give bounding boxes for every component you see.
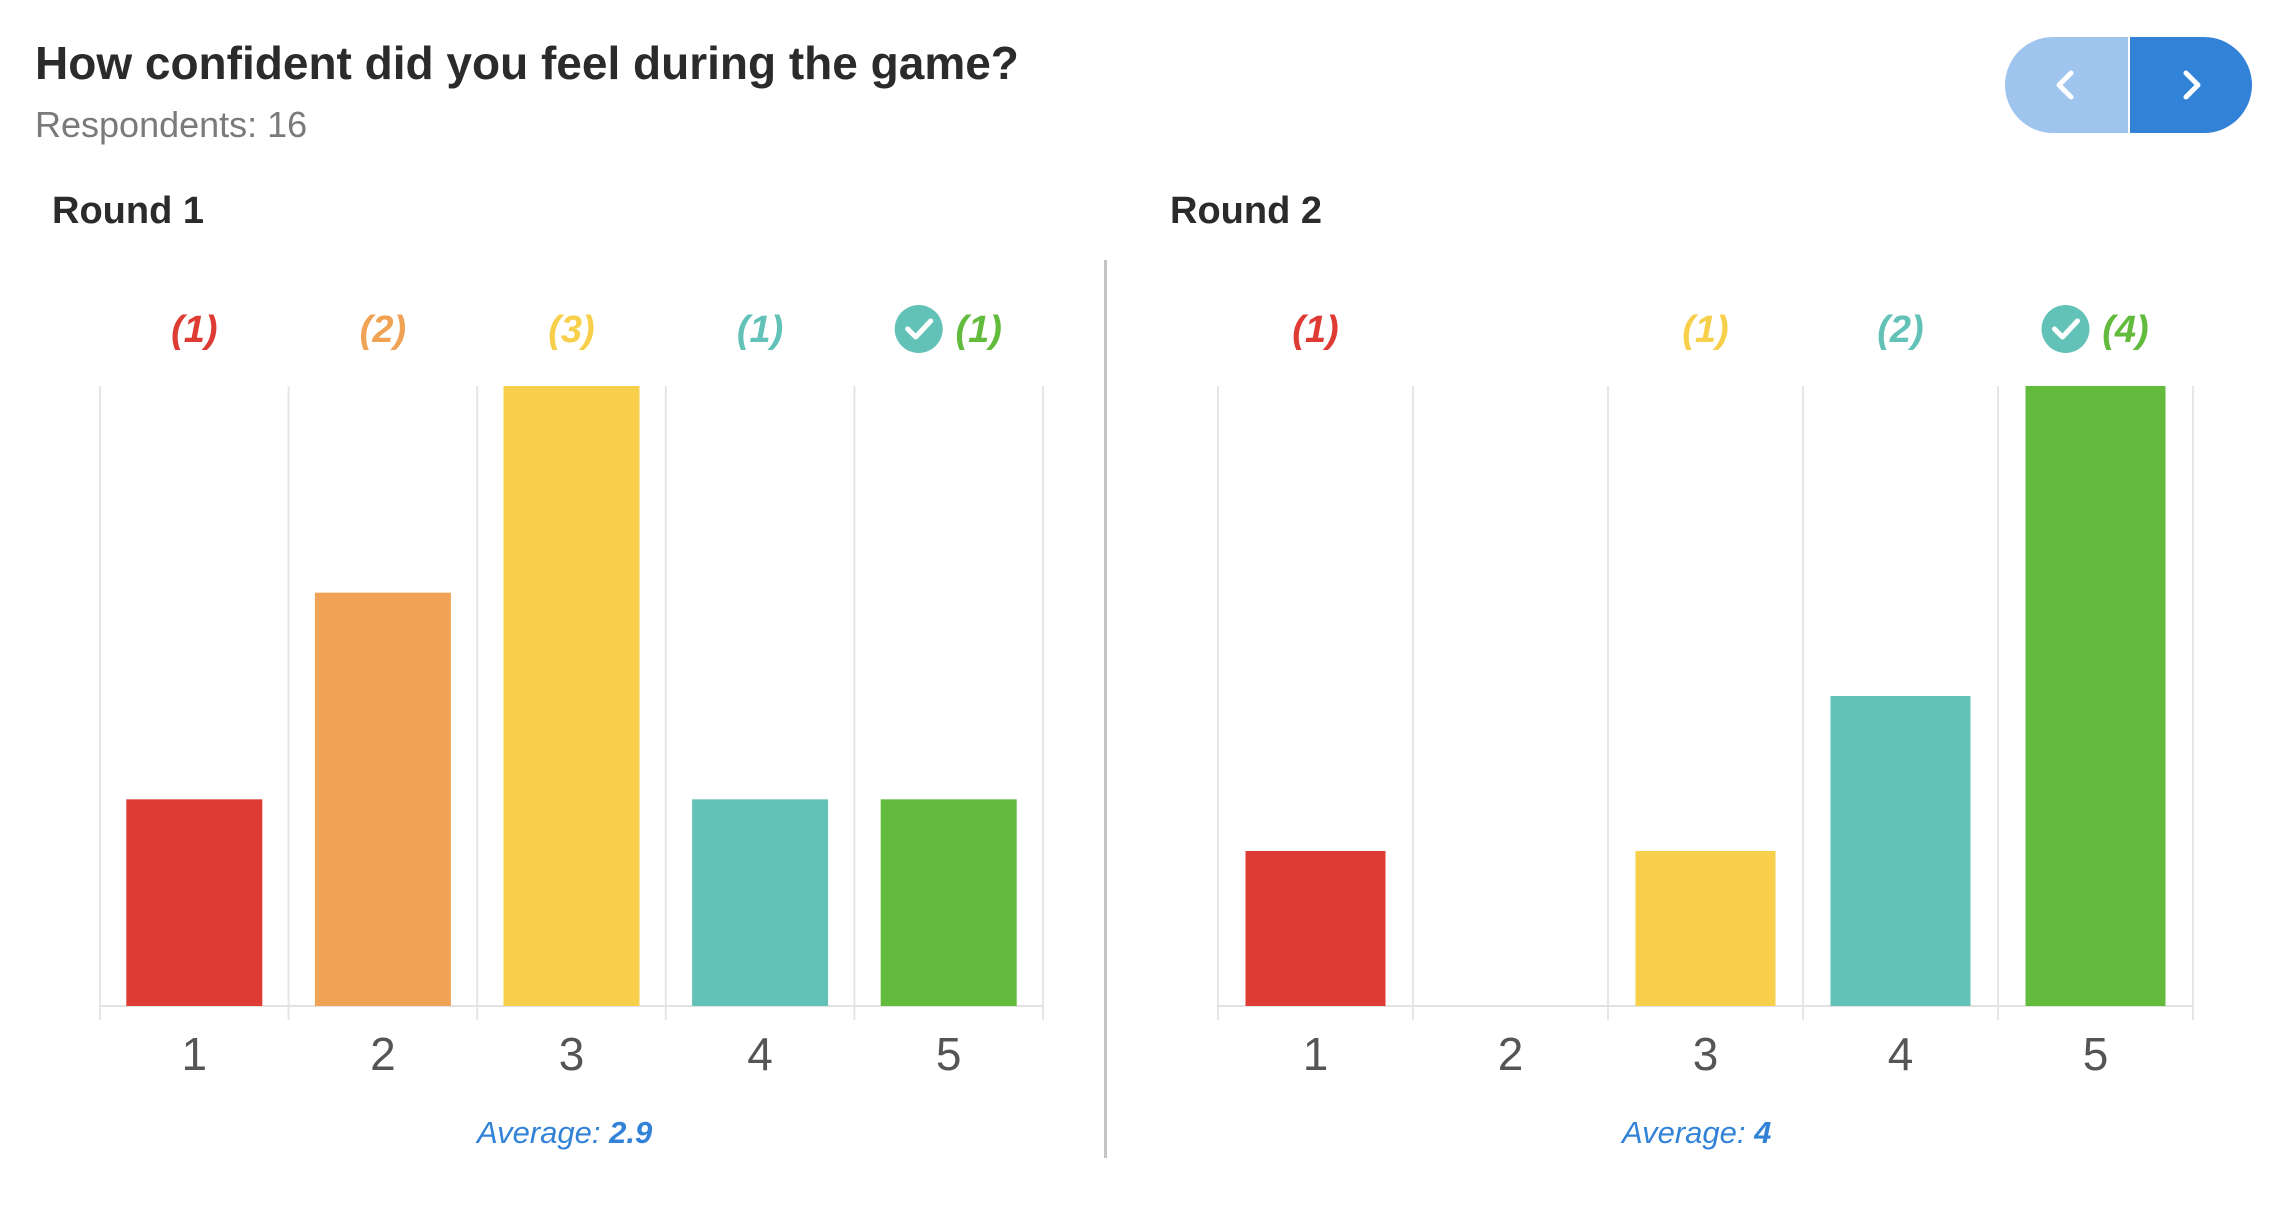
tick-label-2: 2 xyxy=(370,1028,396,1080)
average-value: 4 xyxy=(1754,1115,1772,1150)
bar-5 xyxy=(2025,386,2166,1006)
tick-label-1: 1 xyxy=(182,1028,208,1080)
tick-label-2: 2 xyxy=(1498,1028,1524,1080)
value-label-3: (3) xyxy=(548,309,594,351)
check-icon xyxy=(894,305,943,353)
tick-label-5: 5 xyxy=(936,1028,962,1080)
round-1-average: Average: 2.9 xyxy=(477,1115,652,1151)
question-title: How confident did you feel during the ga… xyxy=(35,37,1019,89)
respondents-count: Respondents: 16 xyxy=(35,104,308,145)
bar-5 xyxy=(880,799,1017,1006)
value-label-4: (1) xyxy=(737,309,783,351)
round-1-title: Round 1 xyxy=(52,190,204,232)
value-label-3: (1) xyxy=(1682,309,1728,351)
tick-label-3: 3 xyxy=(1693,1028,1719,1080)
rounds-divider xyxy=(1104,260,1107,1158)
value-label-1: (1) xyxy=(171,309,217,351)
average-label: Average: xyxy=(477,1115,601,1150)
value-label-2: (2) xyxy=(360,309,406,351)
bar-4 xyxy=(1830,696,1971,1006)
bar-1 xyxy=(126,799,263,1006)
value-label-5: (1) xyxy=(955,309,1001,351)
bar-4 xyxy=(692,799,829,1006)
check-icon xyxy=(2041,305,2090,353)
bar-1 xyxy=(1245,851,1386,1006)
next-button[interactable] xyxy=(2129,37,2252,133)
tick-label-1: 1 xyxy=(1303,1028,1329,1080)
chevron-left-icon xyxy=(2056,70,2074,100)
value-label-1: (1) xyxy=(1292,309,1338,351)
tick-label-4: 4 xyxy=(747,1028,773,1080)
round-2-title: Round 2 xyxy=(1170,190,1322,232)
chevron-right-icon xyxy=(2183,70,2201,100)
pagination-buttons xyxy=(2005,37,2252,133)
tick-label-4: 4 xyxy=(1888,1028,1914,1080)
average-value: 2.9 xyxy=(609,1115,653,1150)
round-2-average: Average: 4 xyxy=(1622,1115,1771,1151)
value-label-4: (2) xyxy=(1877,309,1923,351)
previous-button[interactable] xyxy=(2005,37,2128,133)
bar-3 xyxy=(1635,851,1776,1006)
round-1-bar-chart: 1 (1) 2 (2) 3 (3) 4 (1) 5 (1) xyxy=(99,305,1044,1080)
average-label: Average: xyxy=(1622,1115,1746,1150)
bar-3 xyxy=(503,386,640,1006)
value-label-5: (4) xyxy=(2102,309,2148,351)
tick-label-5: 5 xyxy=(2083,1028,2109,1080)
round-2-bar-chart: 1 (1) 2 3 (1) 4 (2) 5 (4) xyxy=(1217,305,2194,1080)
tick-label-3: 3 xyxy=(559,1028,585,1080)
bar-2 xyxy=(314,592,451,1006)
